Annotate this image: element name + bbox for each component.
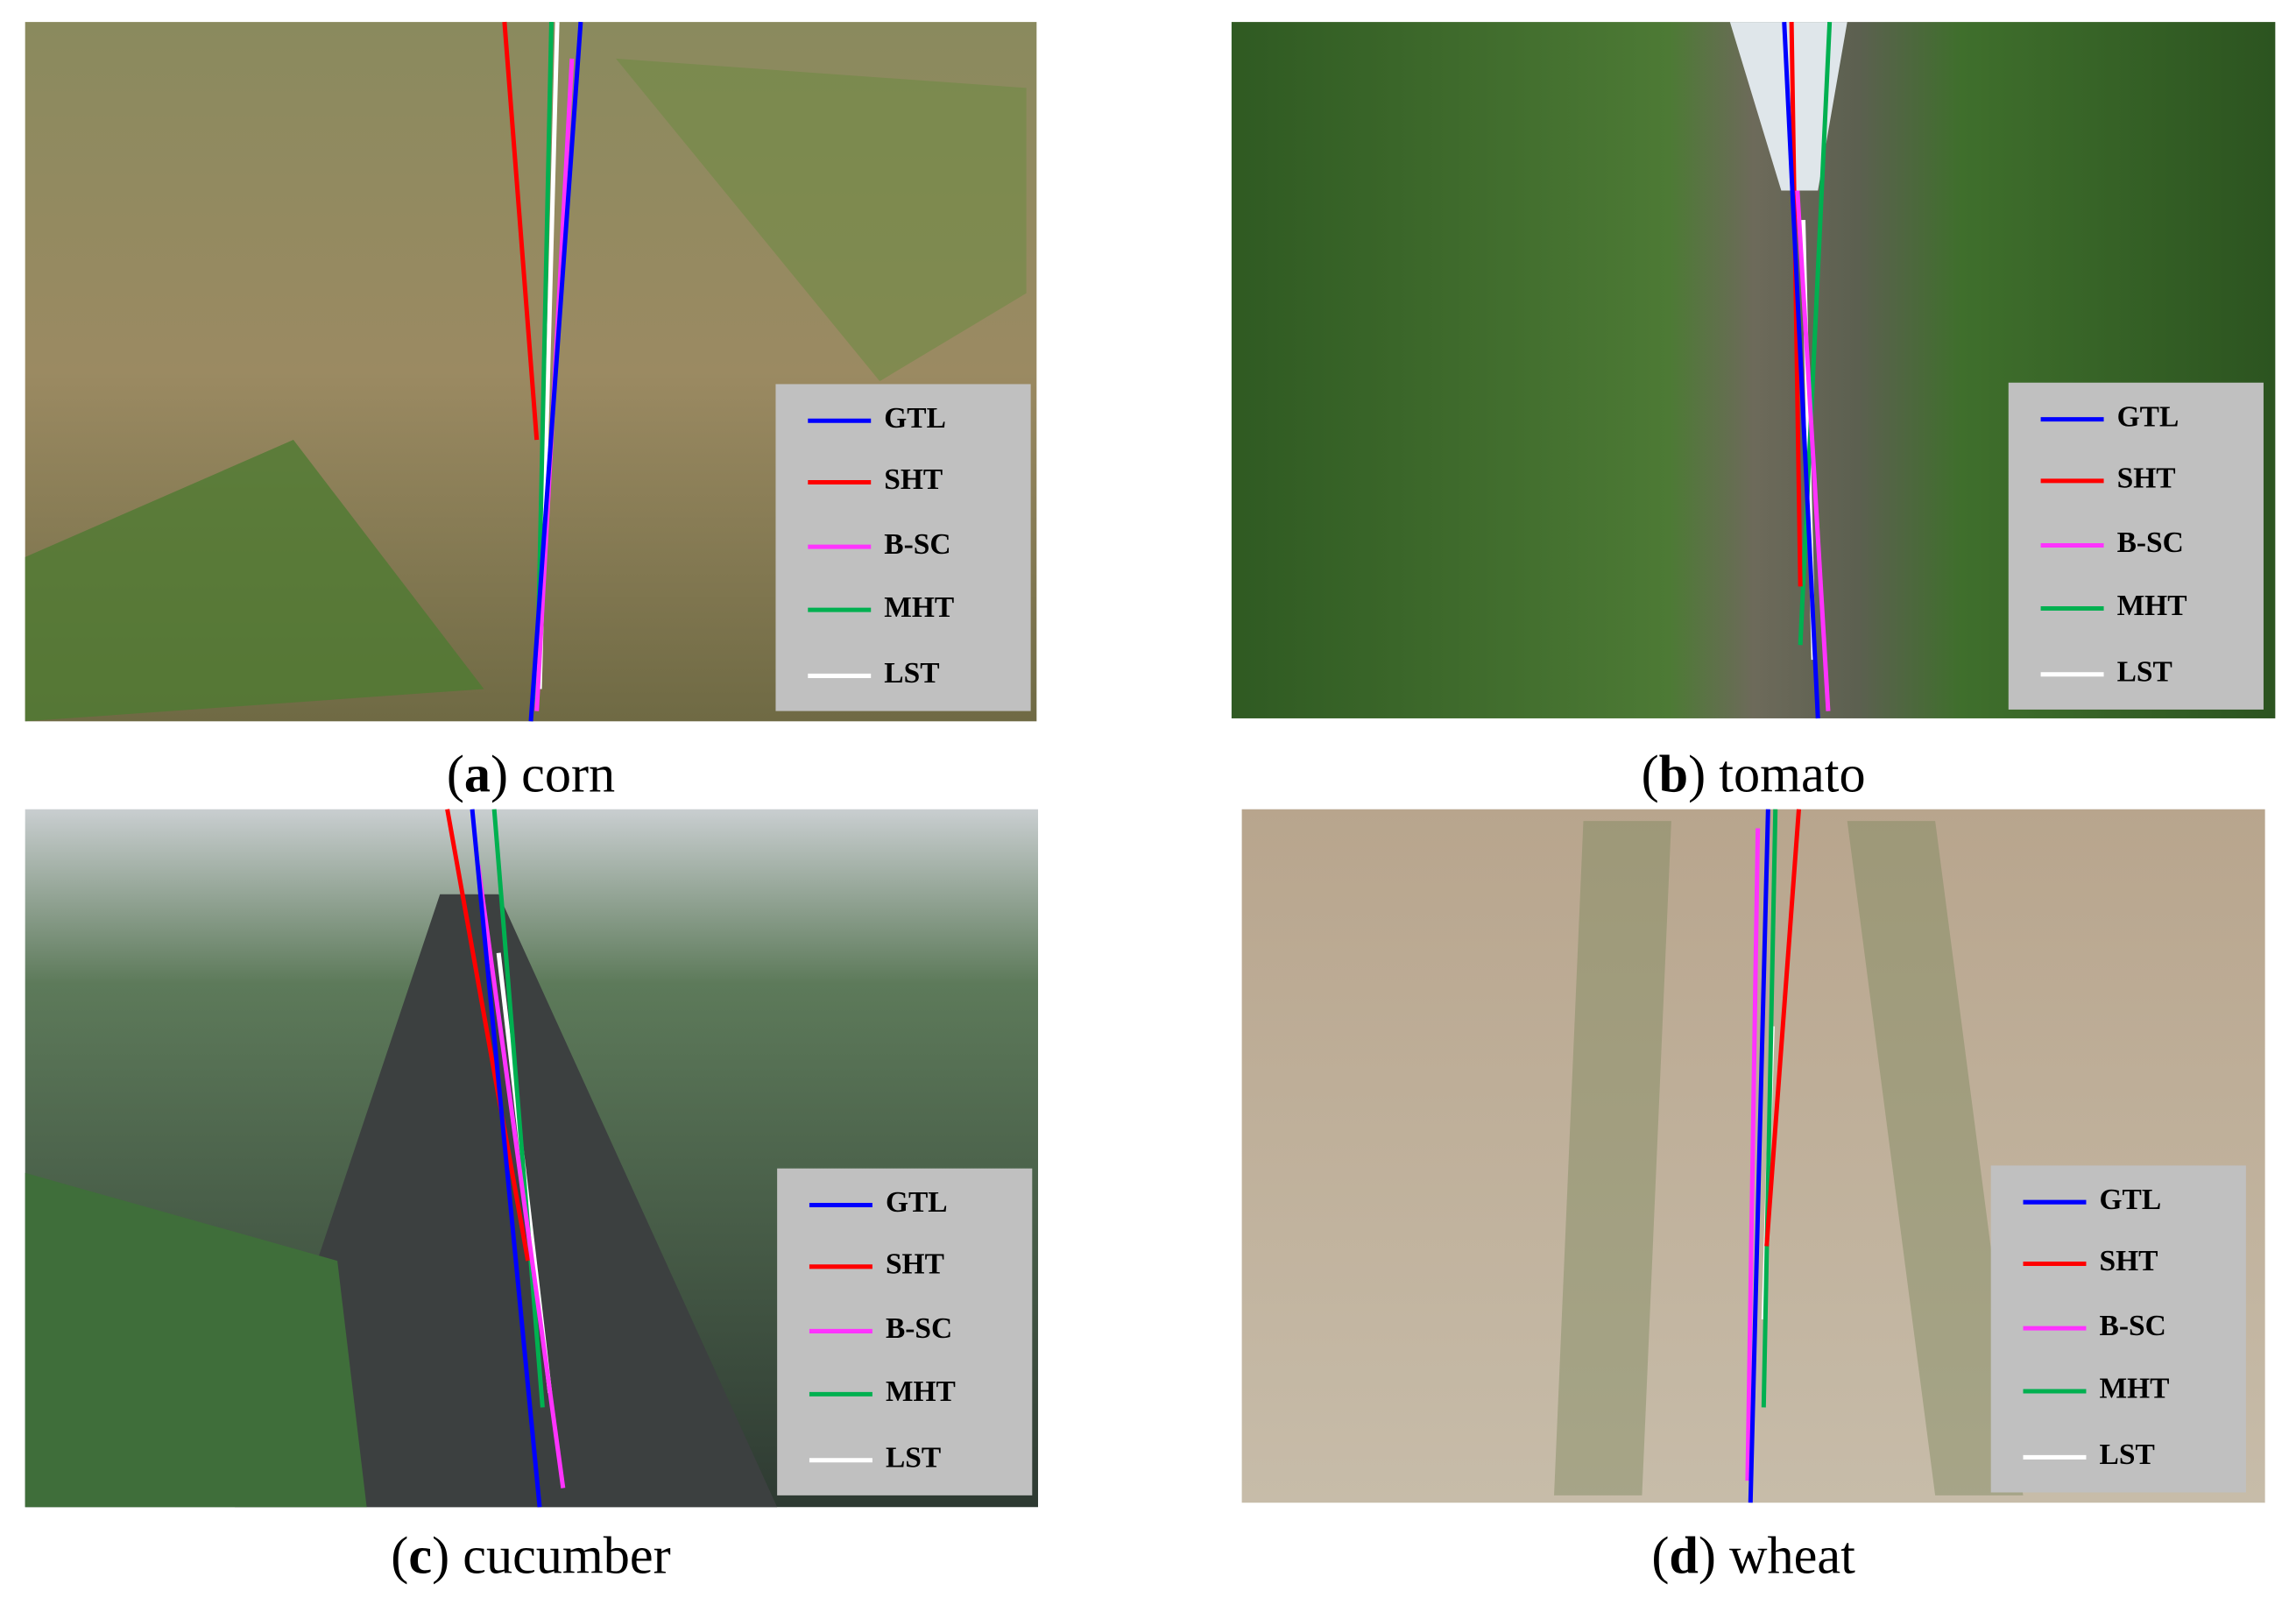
detected-line [1798,21,1833,646]
legend-label: LST [884,657,939,689]
legend-label: GTL [2117,400,2179,433]
legend-label: SHT [2100,1245,2158,1277]
legend-label: GTL [886,1186,948,1219]
caption-d: (d) wheat [1651,1527,1855,1586]
photo-a [25,22,1037,722]
legend-label: B-SC [2117,527,2184,559]
legend-label: SHT [886,1248,944,1280]
legend-label: GTL [884,402,946,435]
detected-line [528,21,583,722]
detected-line [1795,190,1831,711]
legend-label: SHT [2117,463,2176,495]
legend-label: B-SC [884,528,950,561]
caption-a: (a) corn [447,746,615,804]
legend-label: B-SC [886,1312,952,1345]
legend-label: MHT [884,591,954,624]
detected-line [491,809,545,1408]
legend-label: MHT [2100,1373,2170,1405]
caption-b: (b) tomato [1642,746,1866,804]
legend-label: LST [886,1441,941,1474]
detected-line [470,809,542,1508]
detected-line [1782,21,1820,719]
legend-label: SHT [884,463,943,496]
legend-label: MHT [886,1375,956,1408]
legend: GTL SHT B-SC MHT LST [775,384,1031,711]
legend: GTL SHT B-SC MHT LST [2008,382,2264,710]
caption-c: (c) cucumber [391,1527,670,1586]
legend-label: LST [2117,655,2172,688]
detected-line [1748,809,1770,1503]
legend-label: MHT [2117,590,2187,622]
legend: GTL SHT B-SC MHT LST [777,1168,1033,1495]
detected-line [1761,809,1778,1408]
detected-line [1745,828,1761,1481]
detected-line [1764,809,1801,1247]
legend-label: GTL [2100,1184,2162,1216]
detected-line [502,21,540,441]
legend-label: LST [2100,1439,2155,1471]
detected-line [445,809,531,1262]
legend-label: B-SC [2100,1310,2166,1342]
detected-line [476,864,566,1488]
legend: GTL SHT B-SC MHT LST [1990,1165,2246,1493]
